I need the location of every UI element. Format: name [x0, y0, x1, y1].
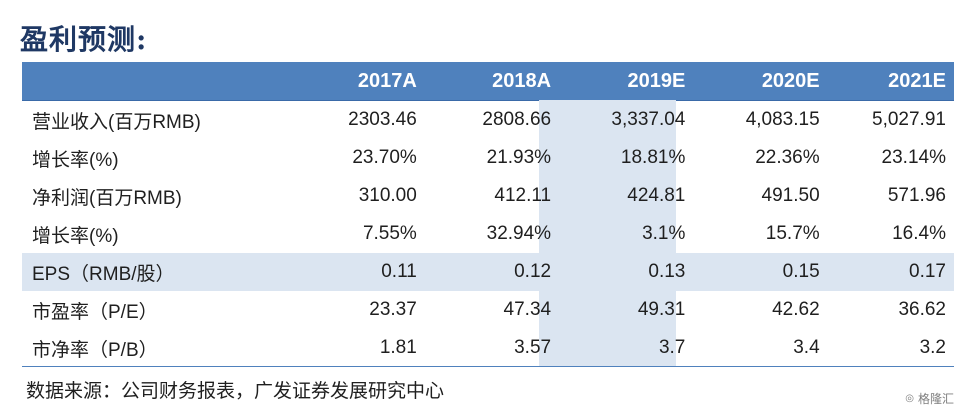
- row-label: 市盈率（P/E）: [32, 301, 158, 323]
- table-cell: 47.34: [503, 299, 552, 320]
- table-cell: 3.1%: [642, 223, 686, 244]
- table-row-revenue-growth: 增长率(%) 23.70% 21.93% 18.81% 22.36% 23.14…: [22, 139, 954, 177]
- table-cell: 23.14%: [881, 147, 946, 168]
- table-cell: 3,337.04: [611, 109, 686, 130]
- header-cell-2018a: 2018A: [492, 69, 552, 92]
- table-row-pe: 市盈率（P/E） 23.37 47.34 49.31 42.62 36.62: [22, 291, 954, 329]
- table-cell: 412.11: [494, 185, 552, 206]
- table-row-net-profit: 净利润(百万RMB) 310.00 412.11 424.81 491.50 5…: [22, 177, 954, 215]
- table-cell: 310.00: [358, 185, 417, 206]
- highlight-column-2019e: [539, 100, 676, 366]
- header-cell-2019e: 2019E: [627, 69, 686, 92]
- table-cell: 36.62: [898, 299, 946, 320]
- table-cell: 0.12: [514, 261, 552, 282]
- table-cell: 491.50: [761, 185, 820, 206]
- table-header-row: 2017A 2018A 2019E 2020E 2021E: [22, 62, 954, 101]
- header-cell-2020e: 2020E: [761, 69, 820, 92]
- table-cell: 23.70%: [352, 147, 417, 168]
- watermark-text: 格隆汇: [917, 392, 954, 406]
- header-cell-2021e: 2021E: [888, 69, 946, 92]
- table-cell: 3.4: [793, 337, 820, 358]
- table-cell: 23.37: [369, 299, 417, 320]
- table-cell: 32.94%: [486, 223, 552, 244]
- table-cell: 0.15: [782, 261, 820, 282]
- table-cell: 2808.66: [482, 109, 552, 130]
- table-cell: 5,027.91: [872, 109, 946, 130]
- row-label: EPS（RMB/股）: [32, 263, 175, 285]
- table-cell: 0.17: [909, 261, 946, 282]
- table-body: 营业收入(百万RMB) 2303.46 2808.66 3,337.04 4,0…: [22, 101, 954, 367]
- table-row-revenue: 营业收入(百万RMB) 2303.46 2808.66 3,337.04 4,0…: [22, 101, 954, 139]
- data-source-note: 数据来源：公司财务报表，广发证券发展研究中心: [26, 380, 445, 402]
- table-cell: 571.96: [887, 185, 946, 206]
- watermark-icon: ◎: [905, 393, 914, 404]
- table-cell: 0.11: [381, 261, 417, 282]
- table-cell: 1.81: [379, 337, 417, 358]
- table-cell: 4,083.15: [745, 109, 820, 130]
- table-cell: 21.93%: [486, 147, 552, 168]
- table-row-profit-growth: 增长率(%) 7.55% 32.94% 3.1% 15.7% 16.4%: [22, 215, 954, 253]
- table-cell: 7.55%: [362, 223, 417, 244]
- table-cell: 2303.46: [348, 109, 417, 130]
- page-title: 盈利预测:: [20, 23, 148, 56]
- table-cell: 42.62: [772, 299, 820, 320]
- table-cell: 3.57: [514, 337, 552, 358]
- table-bottom-divider: [22, 366, 954, 367]
- row-label: 营业收入(百万RMB): [32, 111, 201, 133]
- table-cell: 49.31: [637, 299, 686, 320]
- watermark: ◎ 格隆汇: [905, 390, 954, 407]
- header-cell-2017a: 2017A: [357, 69, 417, 92]
- table-cell: 424.81: [627, 185, 686, 206]
- table-cell: 18.81%: [620, 147, 686, 168]
- table-row-pb: 市净率（P/B） 1.81 3.57 3.7 3.4 3.2: [22, 329, 954, 367]
- table-cell: 22.36%: [755, 147, 820, 168]
- table-cell: 15.7%: [765, 223, 820, 244]
- table-cell: 0.13: [648, 261, 686, 282]
- row-label: 市净率（P/B）: [32, 339, 158, 361]
- forecast-table: 2017A 2018A 2019E 2020E 2021E 营业收入(百万RMB…: [22, 62, 954, 367]
- table-cell: 3.7: [658, 337, 686, 358]
- row-label: 净利润(百万RMB): [32, 187, 182, 209]
- row-label: 增长率(%): [32, 149, 119, 171]
- row-label: 增长率(%): [32, 225, 119, 247]
- table-cell: 3.2: [919, 337, 946, 358]
- table-row-eps: EPS（RMB/股） 0.11 0.12 0.13 0.15 0.17: [22, 253, 954, 291]
- table-cell: 16.4%: [892, 223, 946, 244]
